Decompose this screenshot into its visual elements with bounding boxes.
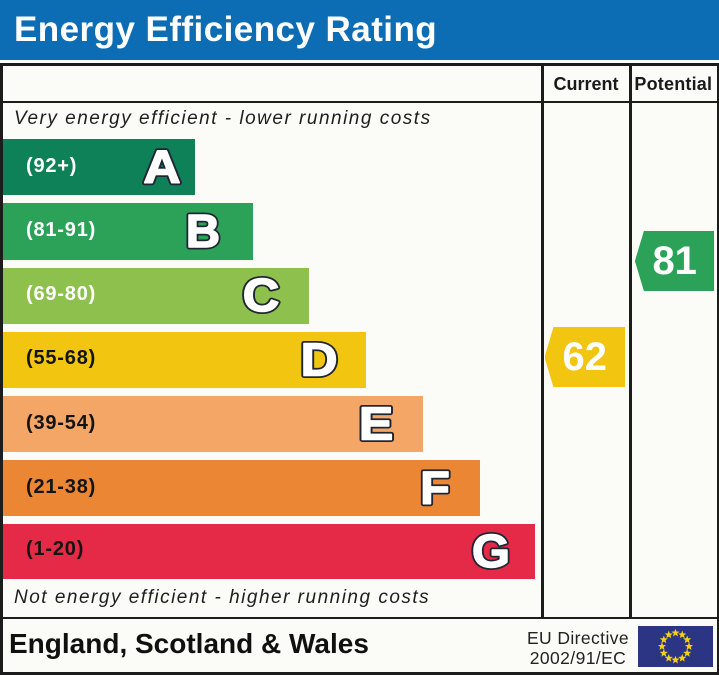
- svg-text:F: F: [420, 462, 450, 514]
- svg-text:G: G: [472, 526, 510, 577]
- svg-text:D: D: [301, 335, 338, 386]
- svg-text:A: A: [143, 142, 180, 193]
- svg-text:C: C: [243, 270, 280, 321]
- svg-text:C: C: [243, 270, 280, 321]
- svg-text:G: G: [472, 526, 510, 577]
- svg-text:B: B: [186, 205, 220, 256]
- svg-text:D: D: [301, 335, 338, 386]
- svg-text:E: E: [359, 399, 393, 450]
- svg-text:A: A: [143, 142, 180, 193]
- svg-text:B: B: [186, 205, 220, 256]
- svg-text:E: E: [359, 399, 393, 450]
- svg-text:F: F: [420, 462, 450, 514]
